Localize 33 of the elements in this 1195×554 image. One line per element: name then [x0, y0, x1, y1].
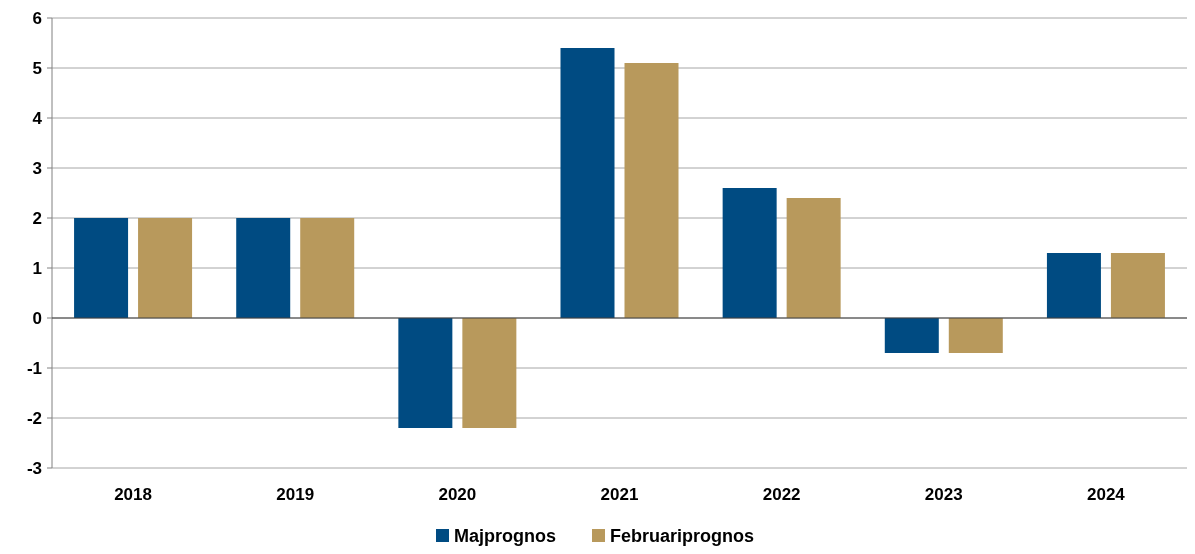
bar — [786, 198, 841, 318]
y-tick-label: 5 — [32, 58, 42, 78]
x-tick-label: 2019 — [276, 485, 315, 504]
bar — [948, 318, 1003, 353]
bar — [624, 63, 679, 318]
bar — [74, 218, 129, 318]
y-tick-label: 0 — [32, 308, 42, 328]
bar — [300, 218, 355, 318]
x-tick-label: 2018 — [114, 485, 152, 504]
x-tick-label: 2022 — [762, 485, 801, 504]
y-tick-label: -2 — [26, 408, 42, 428]
x-tick-label: 2020 — [438, 485, 477, 504]
y-tick-label: 4 — [32, 108, 43, 128]
y-tick-label: 2 — [32, 208, 42, 228]
y-tick-label: 1 — [32, 258, 42, 278]
x-tick-label: 2023 — [924, 485, 963, 504]
bar — [236, 218, 291, 318]
legend-label: Majprognos — [454, 526, 556, 546]
bar — [398, 318, 453, 428]
bar — [462, 318, 517, 428]
bar — [722, 188, 777, 318]
legend-label: Februariprognos — [610, 526, 755, 546]
x-tick-label: 2024 — [1087, 485, 1126, 504]
y-tick-label: -3 — [26, 458, 42, 478]
bar — [138, 218, 193, 318]
bar — [1046, 253, 1101, 318]
y-tick-label: 6 — [32, 8, 42, 28]
y-tick-label: -1 — [26, 358, 42, 378]
y-tick-label: 3 — [32, 158, 42, 178]
bar — [884, 318, 939, 353]
bar — [560, 48, 615, 318]
x-tick-label: 2021 — [600, 485, 639, 504]
bar — [1110, 253, 1165, 318]
